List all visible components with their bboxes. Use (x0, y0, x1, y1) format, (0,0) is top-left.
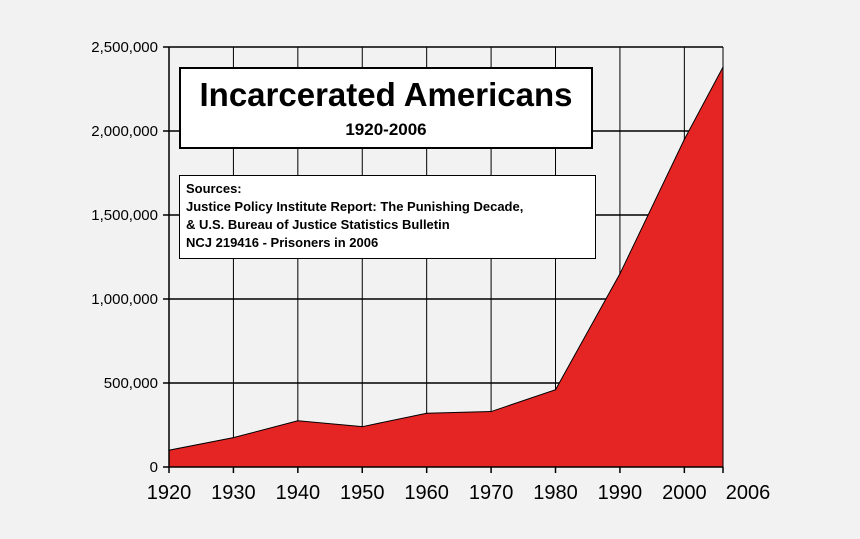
y-tick-label: 2,000,000 (91, 123, 158, 140)
data-point (554, 389, 557, 391)
chart-subtitle: 1920-2006 (345, 120, 427, 139)
x-tick-label: 1930 (211, 482, 256, 504)
x-tick-label: 1960 (404, 482, 449, 504)
y-tick-label: 1,500,000 (91, 207, 158, 224)
y-tick-label: 2,500,000 (91, 39, 158, 56)
data-point (490, 410, 492, 413)
x-tick-label: 2006 (726, 482, 771, 504)
x-tick-label: 1940 (276, 482, 321, 504)
source-line: NCJ 219416 - Prisoners in 2006 (186, 235, 379, 250)
title-box: Incarcerated Americans 1920-2006 (179, 67, 593, 149)
axes (163, 46, 724, 473)
area-series (168, 66, 724, 468)
x-tick-label: 1970 (469, 482, 514, 504)
y-axis-tick-labels: 0 500,000 1,000,000 1,500,000 2,000,000 2,500… (91, 39, 158, 476)
source-line: Justice Policy Institute Report: The Pun… (186, 199, 524, 214)
data-point (722, 66, 724, 68)
data-point (297, 420, 299, 422)
data-point (232, 437, 235, 439)
y-tick-label: 0 (150, 459, 158, 476)
data-point (619, 273, 621, 275)
chart-title: Incarcerated Americans (199, 76, 573, 113)
data-point (683, 138, 685, 140)
sources-box: Sources: Justice Policy Institute Report… (179, 175, 596, 259)
x-axis-tick-labels: 1920 1930 1940 1950 1960 1970 1980 1990 2000 2006 (147, 482, 771, 504)
y-tick-label: 1,000,000 (91, 291, 158, 308)
x-tick-label: 1990 (598, 482, 643, 504)
data-point (426, 412, 428, 414)
y-tick-label: 500,000 (104, 375, 158, 392)
x-tick-label: 1920 (147, 482, 192, 504)
sources-heading: Sources: (186, 181, 242, 196)
source-line: & U.S. Bureau of Justice Statistics Bull… (186, 217, 450, 232)
x-tick-label: 2000 (662, 482, 707, 504)
x-tick-label: 1980 (533, 482, 578, 504)
data-point (361, 426, 363, 428)
x-tick-label: 1950 (340, 482, 385, 504)
